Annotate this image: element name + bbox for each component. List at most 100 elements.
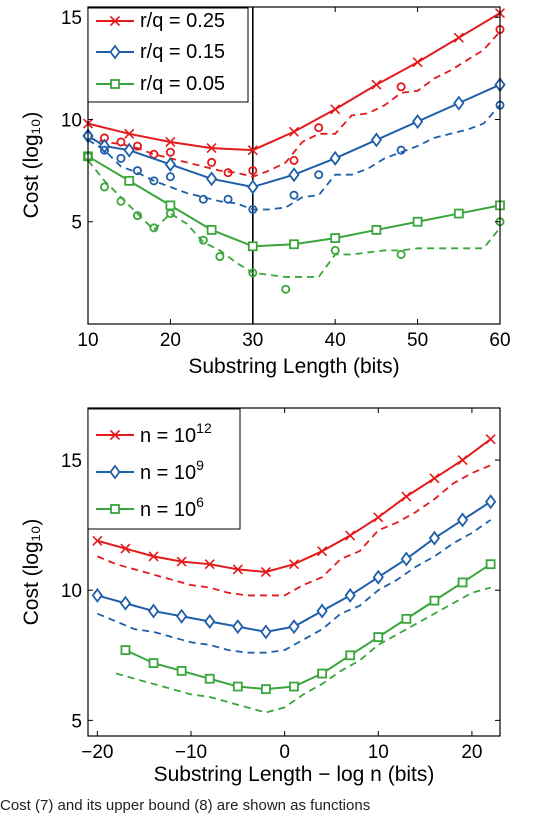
bottom-series-3-point [345,650,356,661]
top-series-1-point [412,57,423,68]
bottom-series-2-point [316,603,328,619]
chart-bottom: −20 −10 0 10 20 5 10 15 Substring Length − log … [20,407,501,786]
top-ticks: 10 20 30 40 50 60 5 10 15 [61,7,511,351]
bottom-legend-key-marker-1 [109,429,121,441]
top-series-1-circle [116,137,126,147]
bottom-series-2-dashed-line [97,519,492,654]
bottom-series-2-point [400,551,412,567]
top-series-2-circle [149,176,159,186]
bottom-series-3-point [120,645,131,655]
top-legend-key-marker-2 [109,44,121,60]
bottom-series-1-point [457,454,468,466]
bottom-series-3-point [457,577,468,588]
top-series-1-circle [223,168,233,178]
bottom-legend-key-marker-2 [109,464,121,480]
bottom-y-tick-label: 15 [61,451,82,472]
bottom-x-tick-label: −20 [81,742,113,763]
top-series-3-circle [99,182,109,192]
bottom-legend-keys [96,429,134,514]
top-series-2-circle [99,145,109,155]
top-series-2-point [164,156,177,172]
top-series-1-circle [207,157,217,167]
chart-top: 10 20 30 40 50 60 5 10 15 Substring Length (bits… [20,6,511,378]
bottom-x-axis-label: Substring Length − log n (bits) [154,763,435,786]
bottom-series-1-point [345,530,356,541]
top-legend-label-1: r/q = 0.25 [140,10,225,32]
top-series-1-point [206,143,217,154]
top-y-tick-label: 15 [61,8,82,29]
bottom-series-3-point [232,681,243,692]
bottom-series-2-point [344,587,356,603]
top-legend-key-marker-3 [110,79,120,89]
bottom-series-1-point [120,543,131,554]
bottom-series-2 [91,494,497,654]
bottom-series-1-dashed-line [97,464,491,597]
bottom-series-1 [92,434,496,597]
top-series-3-circle [149,223,159,233]
top-series-1-circle [132,141,142,151]
top-legend-key-marker-1 [109,15,121,27]
figure-caption: Cost (7) and its upper bound (8) are sho… [0,797,371,814]
bottom-series-2-point [176,608,188,624]
top-series-3-point [330,233,341,244]
top-series-2-circle [289,190,299,200]
bottom-series-3 [115,559,496,714]
top-series-2-point [247,179,259,195]
top-x-tick-label: 10 [77,330,98,351]
top-series-1-circle [248,166,258,176]
top-x-axis-label: Substring Length (bits) [188,355,399,378]
bottom-series-1-point [429,473,440,484]
top-series-1-point [371,79,382,90]
bottom-series-2-point [456,512,469,528]
bottom-series-2-point [119,595,132,611]
bottom-series-3-point [176,666,187,676]
top-series-1-point [124,128,135,139]
bottom-legend-label-1: n = 1012 [140,420,212,447]
top-series-3-circle [165,209,175,219]
top-series-3-circle [132,211,142,221]
top-series-3-point [165,200,176,211]
bottom-series-2-point [147,603,160,619]
bottom-series-2-point [288,619,300,635]
bottom-series-1-point [148,551,159,562]
bottom-legend: n = 1012 n = 10 9 n = 106 [87,408,241,530]
top-series-3-circle [116,196,126,206]
bottom-series-1-point [204,559,215,570]
bottom-series-3-point [148,658,159,669]
top-series-3-circle [281,284,291,294]
bottom-series-2-point [372,569,384,585]
bottom-legend-label-3-base: n = 10 [140,499,196,521]
top-series-3-point [289,239,299,250]
bottom-legend-label-3: n = 106 [140,494,204,521]
bottom-series-3-point [373,632,384,642]
bottom-series-1-point [232,564,243,575]
top-x-tick-label: 30 [242,330,263,351]
top-series-1-point [453,32,464,43]
top-series-3-point [412,216,423,227]
top-series-1-point [247,145,258,156]
top-x-tick-label: 60 [489,330,510,351]
top-series-1-point [165,136,176,148]
bottom-series-1-point [288,559,300,570]
top-series-2-circle [198,194,208,204]
bottom-legend-label-2-exp: 9 [196,457,204,473]
bottom-series-3-dashed-line [115,586,491,714]
bottom-series-2-point [91,587,103,603]
bottom-series-3-point [289,681,299,692]
top-series-1-point [330,104,341,115]
bottom-series-1-point [317,546,328,557]
top-plot-frame [87,6,501,325]
top-series-2-point [453,95,465,111]
bottom-series-3-point [429,595,440,606]
bottom-x-tick-label: 0 [279,742,290,763]
top-series-2-circle [223,194,233,204]
top-series-2-circle [314,170,324,180]
bottom-y-axis-label: Cost (log₁₀) [20,519,43,626]
bottom-series-1-point [176,556,187,567]
bottom-x-tick-label: 20 [461,742,482,763]
bottom-x-tick-label: 10 [368,742,389,763]
bottom-legend-label-1-exp: 12 [196,420,212,436]
top-y-tick-label: 10 [61,110,82,131]
bottom-series-1-point [401,491,412,502]
bottom-y-tick-label: 5 [71,711,82,732]
